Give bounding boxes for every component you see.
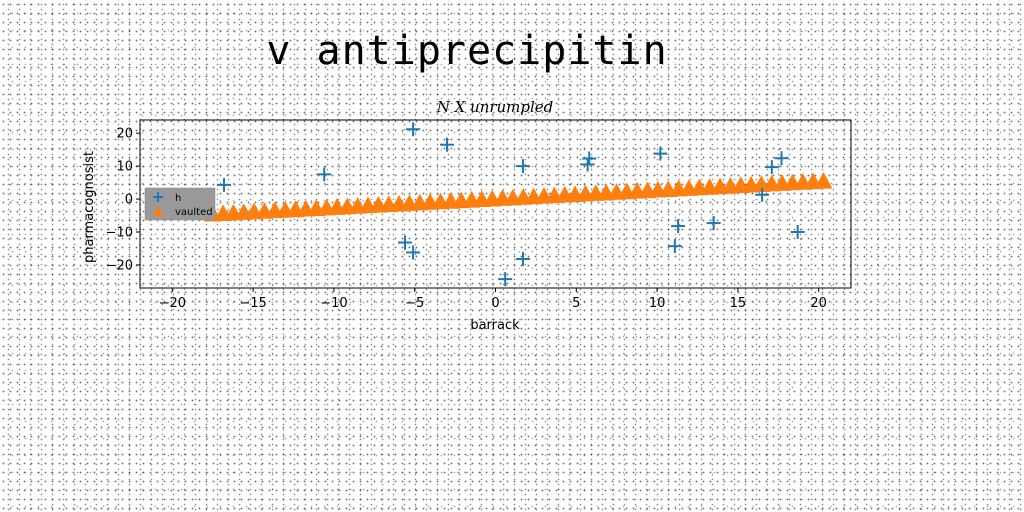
x-tick-label: −10 [320,296,347,311]
h-point [440,137,455,152]
x-axis-ticks: −20 −15 −10 −5 0 5 10 15 20 [159,288,827,311]
y-axis-label: pharmacognosist [82,151,97,263]
chart-title: N X unrumpled [436,98,554,116]
h-point [398,235,413,250]
y-tick-label: −20 [106,258,133,273]
legend: h vaulted [144,187,216,221]
h-point [515,159,530,174]
x-tick-label: 0 [491,296,499,311]
h-point [317,167,332,182]
y-axis-ticks: −20 −10 0 10 20 [106,127,140,273]
x-axis-label: barrack [470,318,520,333]
y-tick-label: 10 [116,160,133,175]
x-tick-label: 15 [730,296,747,311]
h-point [582,151,597,166]
h-point [406,122,421,137]
x-tick-label: 10 [649,296,666,311]
h-point [706,216,721,231]
x-tick-label: −15 [239,296,266,311]
x-tick-label: −20 [159,296,186,311]
h-point [667,239,682,254]
series-h-markers [217,122,805,287]
legend-vaulted-label: vaulted [175,207,213,218]
series-vaulted-markers [203,171,833,222]
h-point [774,151,789,166]
h-point [498,272,513,287]
y-tick-label: 0 [125,193,133,208]
h-point [764,160,779,175]
y-tick-label: 20 [116,127,133,142]
legend-h-marker [153,192,163,202]
y-tick-label: −10 [106,226,133,241]
x-tick-label: −5 [405,296,424,311]
h-point [790,225,805,239]
vaulted-point [814,171,833,189]
h-point [406,245,421,260]
h-point [653,146,668,161]
h-point [580,157,595,172]
x-tick-label: 20 [810,296,827,311]
legend-h-label: h [175,193,181,204]
figure-title: v antiprecipitin [266,28,668,74]
h-point [755,187,770,202]
legend-vaulted-marker [153,206,163,216]
h-point [671,219,686,234]
h-point [515,252,530,267]
x-tick-label: 5 [572,296,580,311]
h-point [217,177,232,192]
